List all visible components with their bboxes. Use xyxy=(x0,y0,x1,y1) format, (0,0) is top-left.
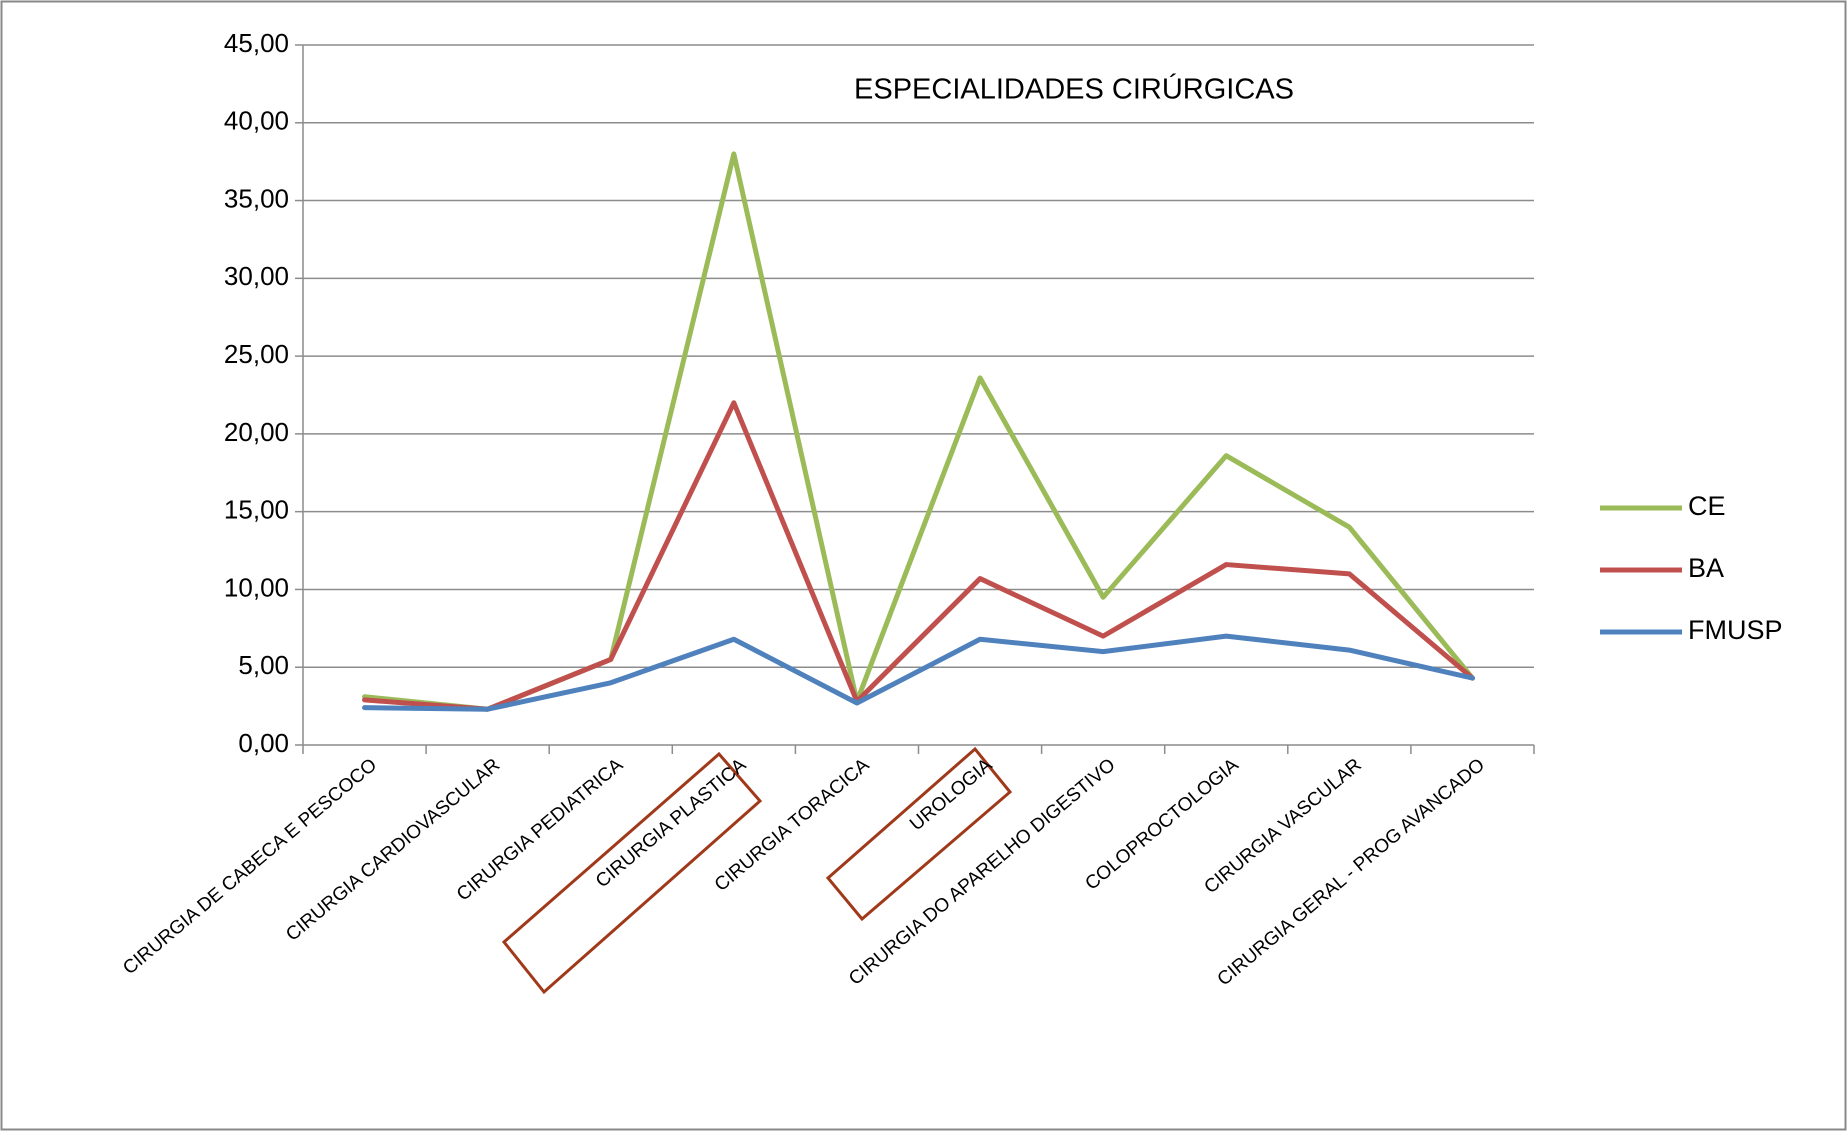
y-tick-label: 45,00 xyxy=(224,28,289,58)
chart-title: ESPECIALIDADES CIRÚRGICAS xyxy=(854,73,1294,106)
y-tick-label: 20,00 xyxy=(224,417,289,447)
highlight-box xyxy=(825,746,1013,922)
y-tick-label: 15,00 xyxy=(224,495,289,525)
y-tick-label: 0,00 xyxy=(238,728,289,758)
legend-label: BA xyxy=(1688,553,1724,583)
y-tick-label: 5,00 xyxy=(238,650,289,680)
legend-label: CE xyxy=(1688,491,1726,521)
series-line xyxy=(362,400,1475,712)
series-line xyxy=(362,633,1475,712)
legend-label: FMUSP xyxy=(1688,615,1783,645)
y-tick-label: 40,00 xyxy=(224,106,289,136)
y-tick-label: 30,00 xyxy=(224,261,289,291)
y-tick-label: 25,00 xyxy=(224,339,289,369)
highlight-box xyxy=(501,751,763,995)
y-tick-label: 10,00 xyxy=(224,572,289,602)
y-tick-label: 35,00 xyxy=(224,183,289,213)
